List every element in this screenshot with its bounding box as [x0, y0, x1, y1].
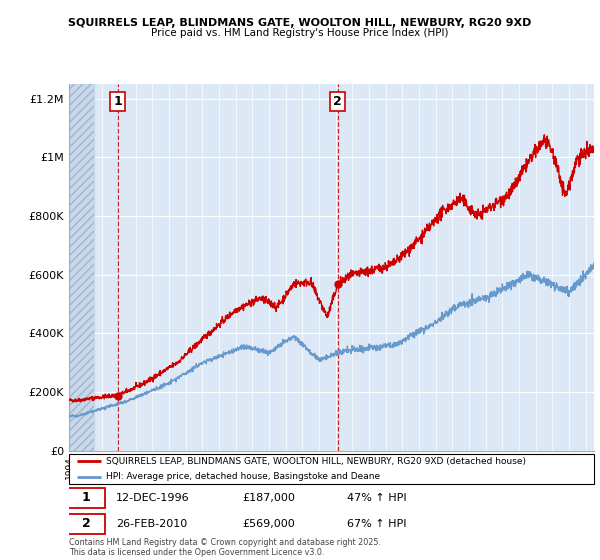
Text: 67% ↑ HPI: 67% ↑ HPI	[347, 519, 407, 529]
Text: 1: 1	[82, 491, 91, 505]
Text: 26-FEB-2010: 26-FEB-2010	[116, 519, 187, 529]
Text: £187,000: £187,000	[242, 493, 295, 503]
Text: SQUIRRELS LEAP, BLINDMANS GATE, WOOLTON HILL, NEWBURY, RG20 9XD: SQUIRRELS LEAP, BLINDMANS GATE, WOOLTON …	[68, 18, 532, 28]
Text: 2: 2	[334, 95, 342, 108]
Text: Contains HM Land Registry data © Crown copyright and database right 2025.
This d: Contains HM Land Registry data © Crown c…	[69, 538, 381, 557]
Text: HPI: Average price, detached house, Basingstoke and Deane: HPI: Average price, detached house, Basi…	[106, 472, 380, 481]
Text: 47% ↑ HPI: 47% ↑ HPI	[347, 493, 407, 503]
Text: Price paid vs. HM Land Registry's House Price Index (HPI): Price paid vs. HM Land Registry's House …	[151, 28, 449, 38]
FancyBboxPatch shape	[68, 514, 105, 534]
FancyBboxPatch shape	[69, 454, 594, 484]
Text: 12-DEC-1996: 12-DEC-1996	[116, 493, 190, 503]
Text: £569,000: £569,000	[242, 519, 295, 529]
FancyBboxPatch shape	[68, 488, 105, 508]
Text: 1: 1	[113, 95, 122, 108]
Text: 2: 2	[82, 517, 91, 530]
Text: SQUIRRELS LEAP, BLINDMANS GATE, WOOLTON HILL, NEWBURY, RG20 9XD (detached house): SQUIRRELS LEAP, BLINDMANS GATE, WOOLTON …	[106, 457, 526, 466]
Bar	[69, 84, 94, 451]
Bar	[69, 84, 94, 451]
